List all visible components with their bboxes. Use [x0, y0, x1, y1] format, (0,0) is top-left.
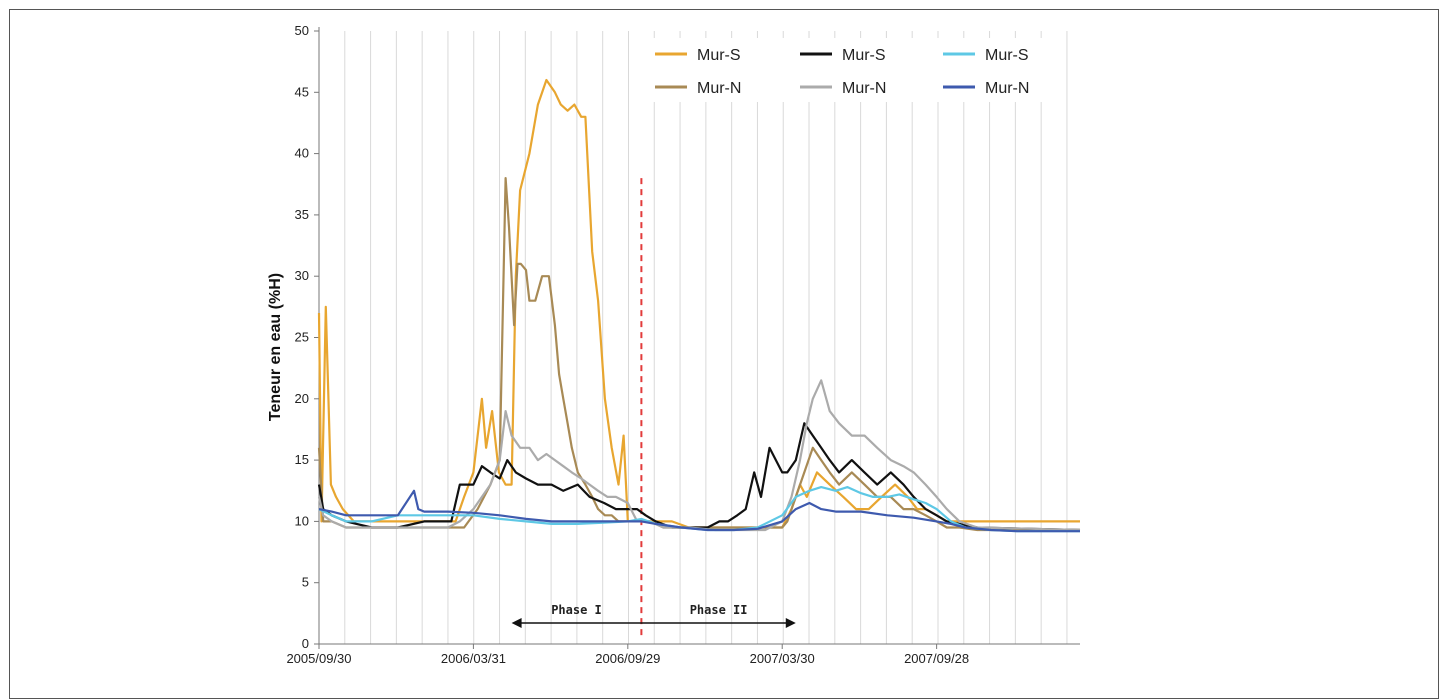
- y-tick-label: 50: [295, 23, 309, 38]
- legend-label-5: Mur-S: [985, 47, 1029, 64]
- x-tick-label: 2007/03/30: [750, 651, 815, 666]
- y-tick-label: 10: [295, 513, 309, 528]
- y-tick-label: 15: [295, 452, 309, 467]
- phase-arrow-left-head: [511, 618, 522, 628]
- x-tick-label: 2006/09/29: [595, 651, 660, 666]
- phase-annotations: Phase I Phase II: [511, 603, 796, 628]
- y-tick-label: 0: [302, 636, 309, 651]
- legend-background: [648, 38, 1058, 102]
- y-tick-label: 30: [295, 268, 309, 283]
- phase-arrow-right-head: [785, 618, 796, 628]
- series-line-4: [317, 379, 1081, 532]
- axes: 0 5 10 15 20 25 30 35 40 45 50 2005/09/30 2006/03/31…: [286, 23, 1080, 666]
- y-tick-label: 45: [295, 84, 309, 99]
- y-tick-label: 5: [302, 575, 309, 590]
- y-tick-label: 20: [295, 391, 309, 406]
- chart-frame: 0 5 10 15 20 25 30 35 40 45 50 2005/09/30 2006/03/31…: [9, 9, 1439, 699]
- y-tick-label: 35: [295, 207, 309, 222]
- y-tick-label: 25: [295, 330, 309, 345]
- grid: [344, 31, 1068, 644]
- series-line-6: [318, 489, 1080, 533]
- x-tick-label: 2005/09/30: [286, 651, 351, 666]
- phase-label-2: Phase II: [690, 603, 748, 617]
- series-group: [317, 78, 1081, 533]
- x-tick-label: 2007/09/28: [904, 651, 969, 666]
- legend: Mur-S Mur-N Mur-S Mur-N Mur-S Mur-N: [648, 38, 1058, 102]
- series-line-1: [317, 78, 1080, 529]
- legend-label-2: Mur-N: [697, 80, 741, 97]
- legend-label-3: Mur-S: [842, 47, 886, 64]
- legend-label-4: Mur-N: [842, 80, 886, 97]
- y-axis-label: Teneur en eau (%H): [267, 273, 284, 421]
- legend-label-6: Mur-N: [985, 80, 1029, 97]
- legend-label-1: Mur-S: [697, 47, 741, 64]
- y-tick-label: 40: [295, 146, 309, 161]
- series-line-2: [317, 177, 1080, 532]
- series-line-3: [317, 422, 1081, 532]
- x-tick-label: 2006/03/31: [441, 651, 506, 666]
- phase-label-1: Phase I: [551, 603, 602, 617]
- chart: 0 5 10 15 20 25 30 35 40 45 50 2005/09/30 2006/03/31…: [267, 23, 1081, 666]
